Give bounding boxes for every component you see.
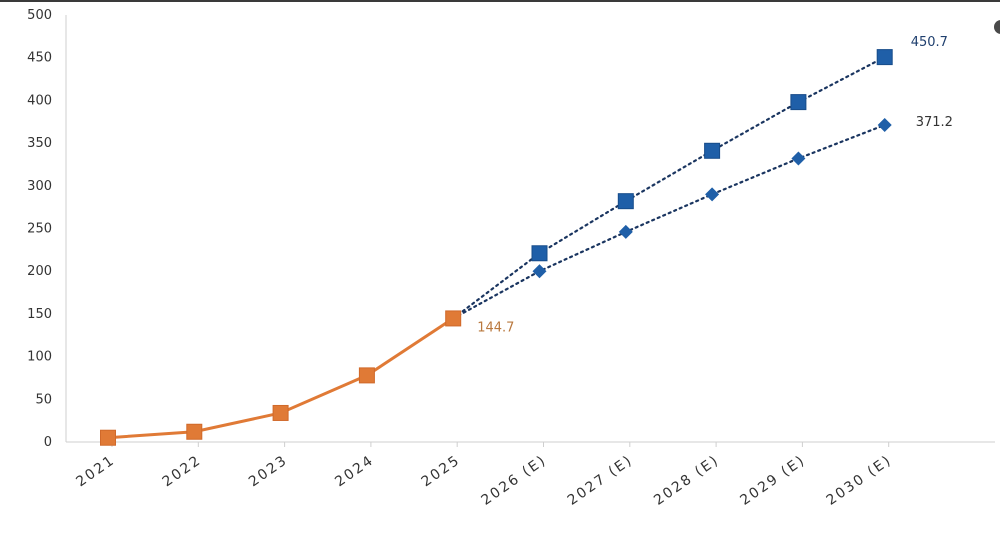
x-tick-label: 2024 <box>332 452 377 490</box>
data-label: 371.2 <box>916 115 953 130</box>
y-tick-label: 150 <box>27 307 52 322</box>
series-2-point <box>877 117 892 132</box>
x-tick-label: 2030 (E) <box>824 452 895 509</box>
edge-circle-icon <box>994 20 1000 34</box>
y-tick-label: 300 <box>27 179 52 194</box>
series-0-point <box>445 310 462 327</box>
data-label: 450.7 <box>911 35 948 50</box>
y-tick-label: 100 <box>27 350 52 365</box>
series-1-point <box>876 49 893 66</box>
series-2-point <box>705 187 720 202</box>
series-0-point <box>358 367 375 384</box>
series-2-point <box>532 264 547 279</box>
series-1-point <box>790 94 807 111</box>
y-tick-label: 0 <box>44 435 52 450</box>
series-0-point <box>100 429 116 446</box>
series-0-point <box>186 423 203 440</box>
x-tick-label: 2021 <box>73 452 118 490</box>
y-tick-label: 200 <box>27 264 52 279</box>
series-2-line <box>452 123 886 320</box>
x-tick-label: 2027 (E) <box>565 452 636 509</box>
data-label: 144.7 <box>477 320 514 335</box>
y-tick-label: 450 <box>27 51 52 66</box>
x-tick-label: 2025 <box>419 452 464 490</box>
series-0-point <box>272 404 289 421</box>
x-tick-label: 2029 (E) <box>737 452 808 509</box>
x-tick-label: 2028 (E) <box>651 452 722 509</box>
x-tick-label: 2022 <box>160 452 205 490</box>
top-border <box>0 0 1000 2</box>
y-tick-label: 500 <box>27 8 52 23</box>
y-tick-label: 250 <box>27 222 52 237</box>
series-2-point <box>791 151 806 166</box>
series-1-point <box>617 193 634 210</box>
y-tick-label: 50 <box>35 392 52 407</box>
series-1-line <box>452 56 886 320</box>
series-1-point <box>531 245 548 262</box>
y-tick-label: 350 <box>27 136 52 151</box>
y-tick-label: 400 <box>27 93 52 108</box>
x-tick-label: 2026 (E) <box>478 452 549 509</box>
x-tick-label: 2023 <box>246 452 291 490</box>
series-1-point <box>704 142 721 159</box>
series-2-point <box>618 224 633 239</box>
